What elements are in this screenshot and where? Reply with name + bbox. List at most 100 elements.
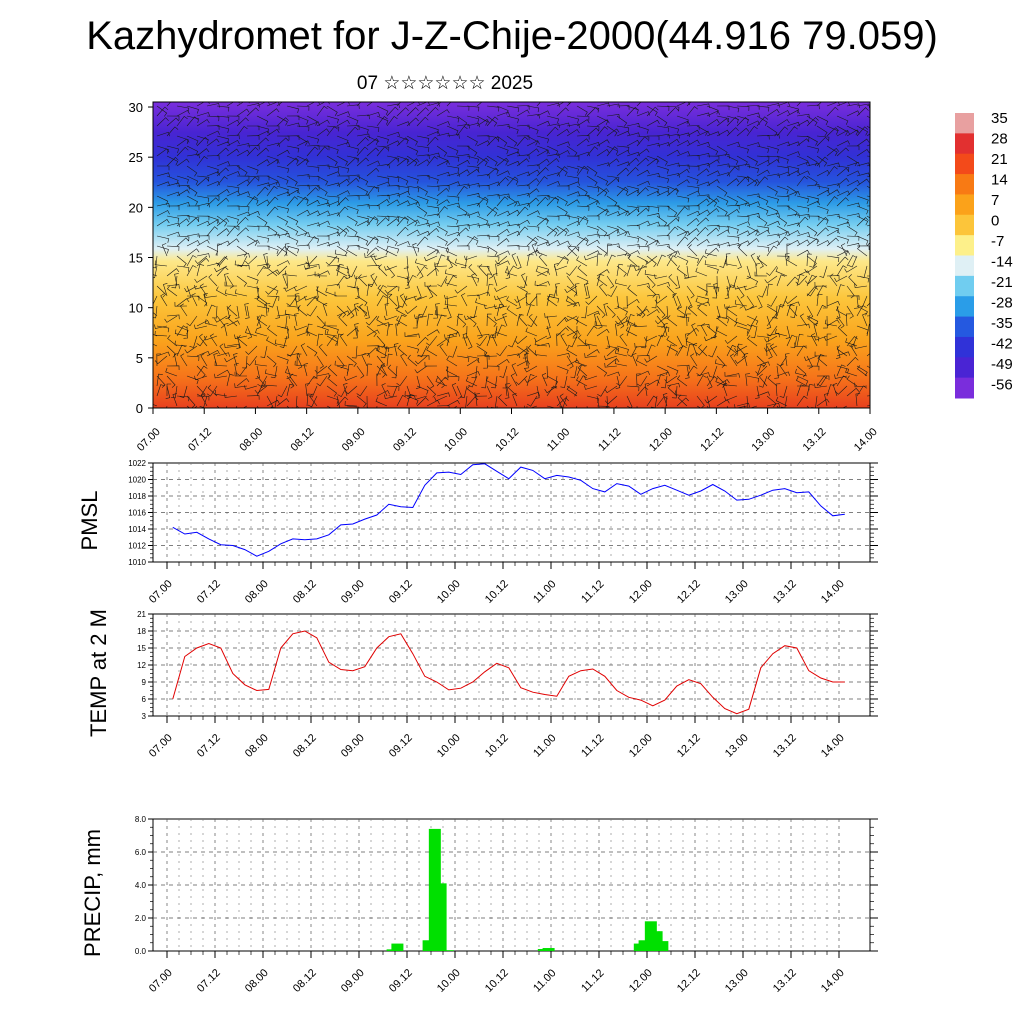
- wind-barb: [656, 185, 670, 193]
- wind-barb: [316, 145, 330, 151]
- wind-barb: [461, 255, 468, 269]
- wind-barb: [305, 255, 310, 269]
- wind-barb: [524, 375, 538, 383]
- wind-barb: [686, 285, 695, 299]
- wind-barb: [236, 216, 249, 227]
- x-tick-label: 08.12: [291, 732, 319, 760]
- wind-barb: [186, 175, 199, 186]
- wind-barb: [524, 405, 538, 408]
- wind-barb: [358, 274, 368, 287]
- wind-barb: [256, 295, 268, 307]
- wind-barb: [286, 185, 299, 194]
- wind-barb: [813, 323, 819, 337]
- wind-barb: [456, 313, 463, 327]
- wind-barb: [351, 345, 358, 359]
- wind-barb: [346, 115, 359, 125]
- wind-barb: [436, 235, 448, 246]
- wind-barb: [326, 165, 340, 173]
- wind-barb: [556, 333, 561, 347]
- wind-barb: [695, 267, 708, 277]
- wind-barb: [384, 394, 398, 400]
- wind-barb: [736, 343, 743, 357]
- wind-barb: [836, 165, 850, 172]
- wind-barb: [393, 343, 399, 357]
- wind-barb: [475, 298, 488, 307]
- wind-barb: [646, 285, 657, 298]
- wind-barb: [636, 180, 650, 187]
- wind-barb: [346, 126, 359, 137]
- colorbar-label: -49: [991, 356, 1013, 373]
- wind-barb: [496, 345, 508, 357]
- wind-barb: [585, 295, 598, 305]
- wind-barb: [186, 105, 199, 114]
- wind-barb: [196, 177, 210, 187]
- wind-barb: [426, 227, 440, 237]
- wind-barb: [496, 105, 509, 115]
- wind-barb: [663, 323, 668, 337]
- wind-barb: [623, 295, 628, 309]
- wind-barb: [316, 286, 328, 297]
- wind-barb: [696, 375, 707, 387]
- wind-barb: [615, 375, 621, 389]
- wind-barb: [416, 195, 429, 205]
- wind-barb: [826, 237, 839, 247]
- wind-barb: [386, 140, 400, 147]
- wind-barb: [496, 228, 510, 237]
- wind-barb: [666, 173, 680, 178]
- wind-barb: [286, 145, 300, 153]
- wind-barb: [476, 215, 489, 225]
- wind-barb: [626, 385, 640, 392]
- wind-barb: [596, 162, 610, 167]
- wind-barb: [316, 235, 330, 241]
- wind-barb: [376, 181, 390, 187]
- wind-barb: [516, 206, 529, 217]
- wind-barb: [227, 314, 238, 327]
- wind-barb: [634, 342, 648, 348]
- wind-barb: [806, 155, 818, 166]
- wind-barb: [746, 265, 751, 279]
- wind-barb: [656, 282, 670, 287]
- wind-barb: [226, 115, 240, 121]
- wind-barb: [306, 165, 320, 172]
- wind-barb: [524, 365, 538, 373]
- wind-barb: [200, 353, 208, 367]
- wind-barb: [396, 137, 409, 147]
- wind-barb: [526, 225, 540, 232]
- wind-barb: [543, 365, 548, 379]
- heatmap-y-tick-label: 20: [129, 200, 143, 215]
- wind-barb: [446, 231, 461, 237]
- wind-barb: [735, 317, 748, 327]
- colorbar-swatch: [955, 113, 974, 134]
- wind-barb: [546, 145, 559, 156]
- wind-barb: [286, 105, 299, 114]
- wind-barb: [566, 247, 579, 257]
- wind-barb: [196, 215, 210, 221]
- wind-barb: [256, 159, 270, 167]
- wind-barb: [814, 281, 828, 287]
- wind-barb: [626, 106, 639, 117]
- wind-barb: [729, 275, 738, 288]
- x-tick-label: 12.12: [675, 578, 703, 606]
- wind-barb: [616, 320, 630, 327]
- wind-barb: [856, 126, 869, 137]
- colorbar-label: -42: [991, 336, 1013, 353]
- wind-barb: [367, 275, 378, 288]
- wind-barb: [236, 227, 249, 237]
- wind-barb: [556, 240, 570, 247]
- wind-barb: [626, 185, 639, 194]
- wind-barb: [536, 217, 550, 227]
- wind-barb: [276, 260, 290, 267]
- wind-barb: [336, 310, 350, 317]
- wind-barb: [336, 265, 349, 274]
- wind-barb: [156, 285, 167, 298]
- wind-barb: [696, 112, 710, 118]
- wind-barb: [303, 363, 309, 377]
- wind-barb: [786, 230, 800, 237]
- wind-barb: [676, 195, 690, 203]
- wind-barb: [747, 315, 758, 327]
- wind-barb: [336, 142, 350, 147]
- wind-barb: [724, 371, 738, 377]
- wind-barb: [556, 102, 570, 107]
- wind-barb: [636, 136, 649, 147]
- wind-barb: [734, 299, 748, 307]
